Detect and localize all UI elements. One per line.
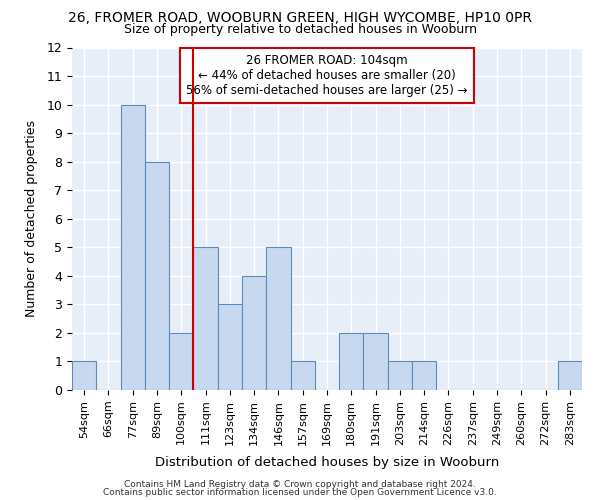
Bar — [290, 362, 315, 390]
Text: 26 FROMER ROAD: 104sqm
← 44% of detached houses are smaller (20)
56% of semi-det: 26 FROMER ROAD: 104sqm ← 44% of detached… — [186, 54, 468, 98]
Bar — [169, 333, 193, 390]
Bar — [558, 362, 582, 390]
X-axis label: Distribution of detached houses by size in Wooburn: Distribution of detached houses by size … — [155, 456, 499, 469]
Bar — [266, 248, 290, 390]
Text: Contains public sector information licensed under the Open Government Licence v3: Contains public sector information licen… — [103, 488, 497, 497]
Bar — [364, 333, 388, 390]
Bar — [145, 162, 169, 390]
Y-axis label: Number of detached properties: Number of detached properties — [25, 120, 38, 318]
Bar — [388, 362, 412, 390]
Bar — [72, 362, 96, 390]
Text: 26, FROMER ROAD, WOOBURN GREEN, HIGH WYCOMBE, HP10 0PR: 26, FROMER ROAD, WOOBURN GREEN, HIGH WYC… — [68, 11, 532, 25]
Bar — [242, 276, 266, 390]
Bar — [339, 333, 364, 390]
Text: Size of property relative to detached houses in Wooburn: Size of property relative to detached ho… — [124, 22, 476, 36]
Text: Contains HM Land Registry data © Crown copyright and database right 2024.: Contains HM Land Registry data © Crown c… — [124, 480, 476, 489]
Bar — [193, 248, 218, 390]
Bar — [218, 304, 242, 390]
Bar — [412, 362, 436, 390]
Bar — [121, 104, 145, 390]
